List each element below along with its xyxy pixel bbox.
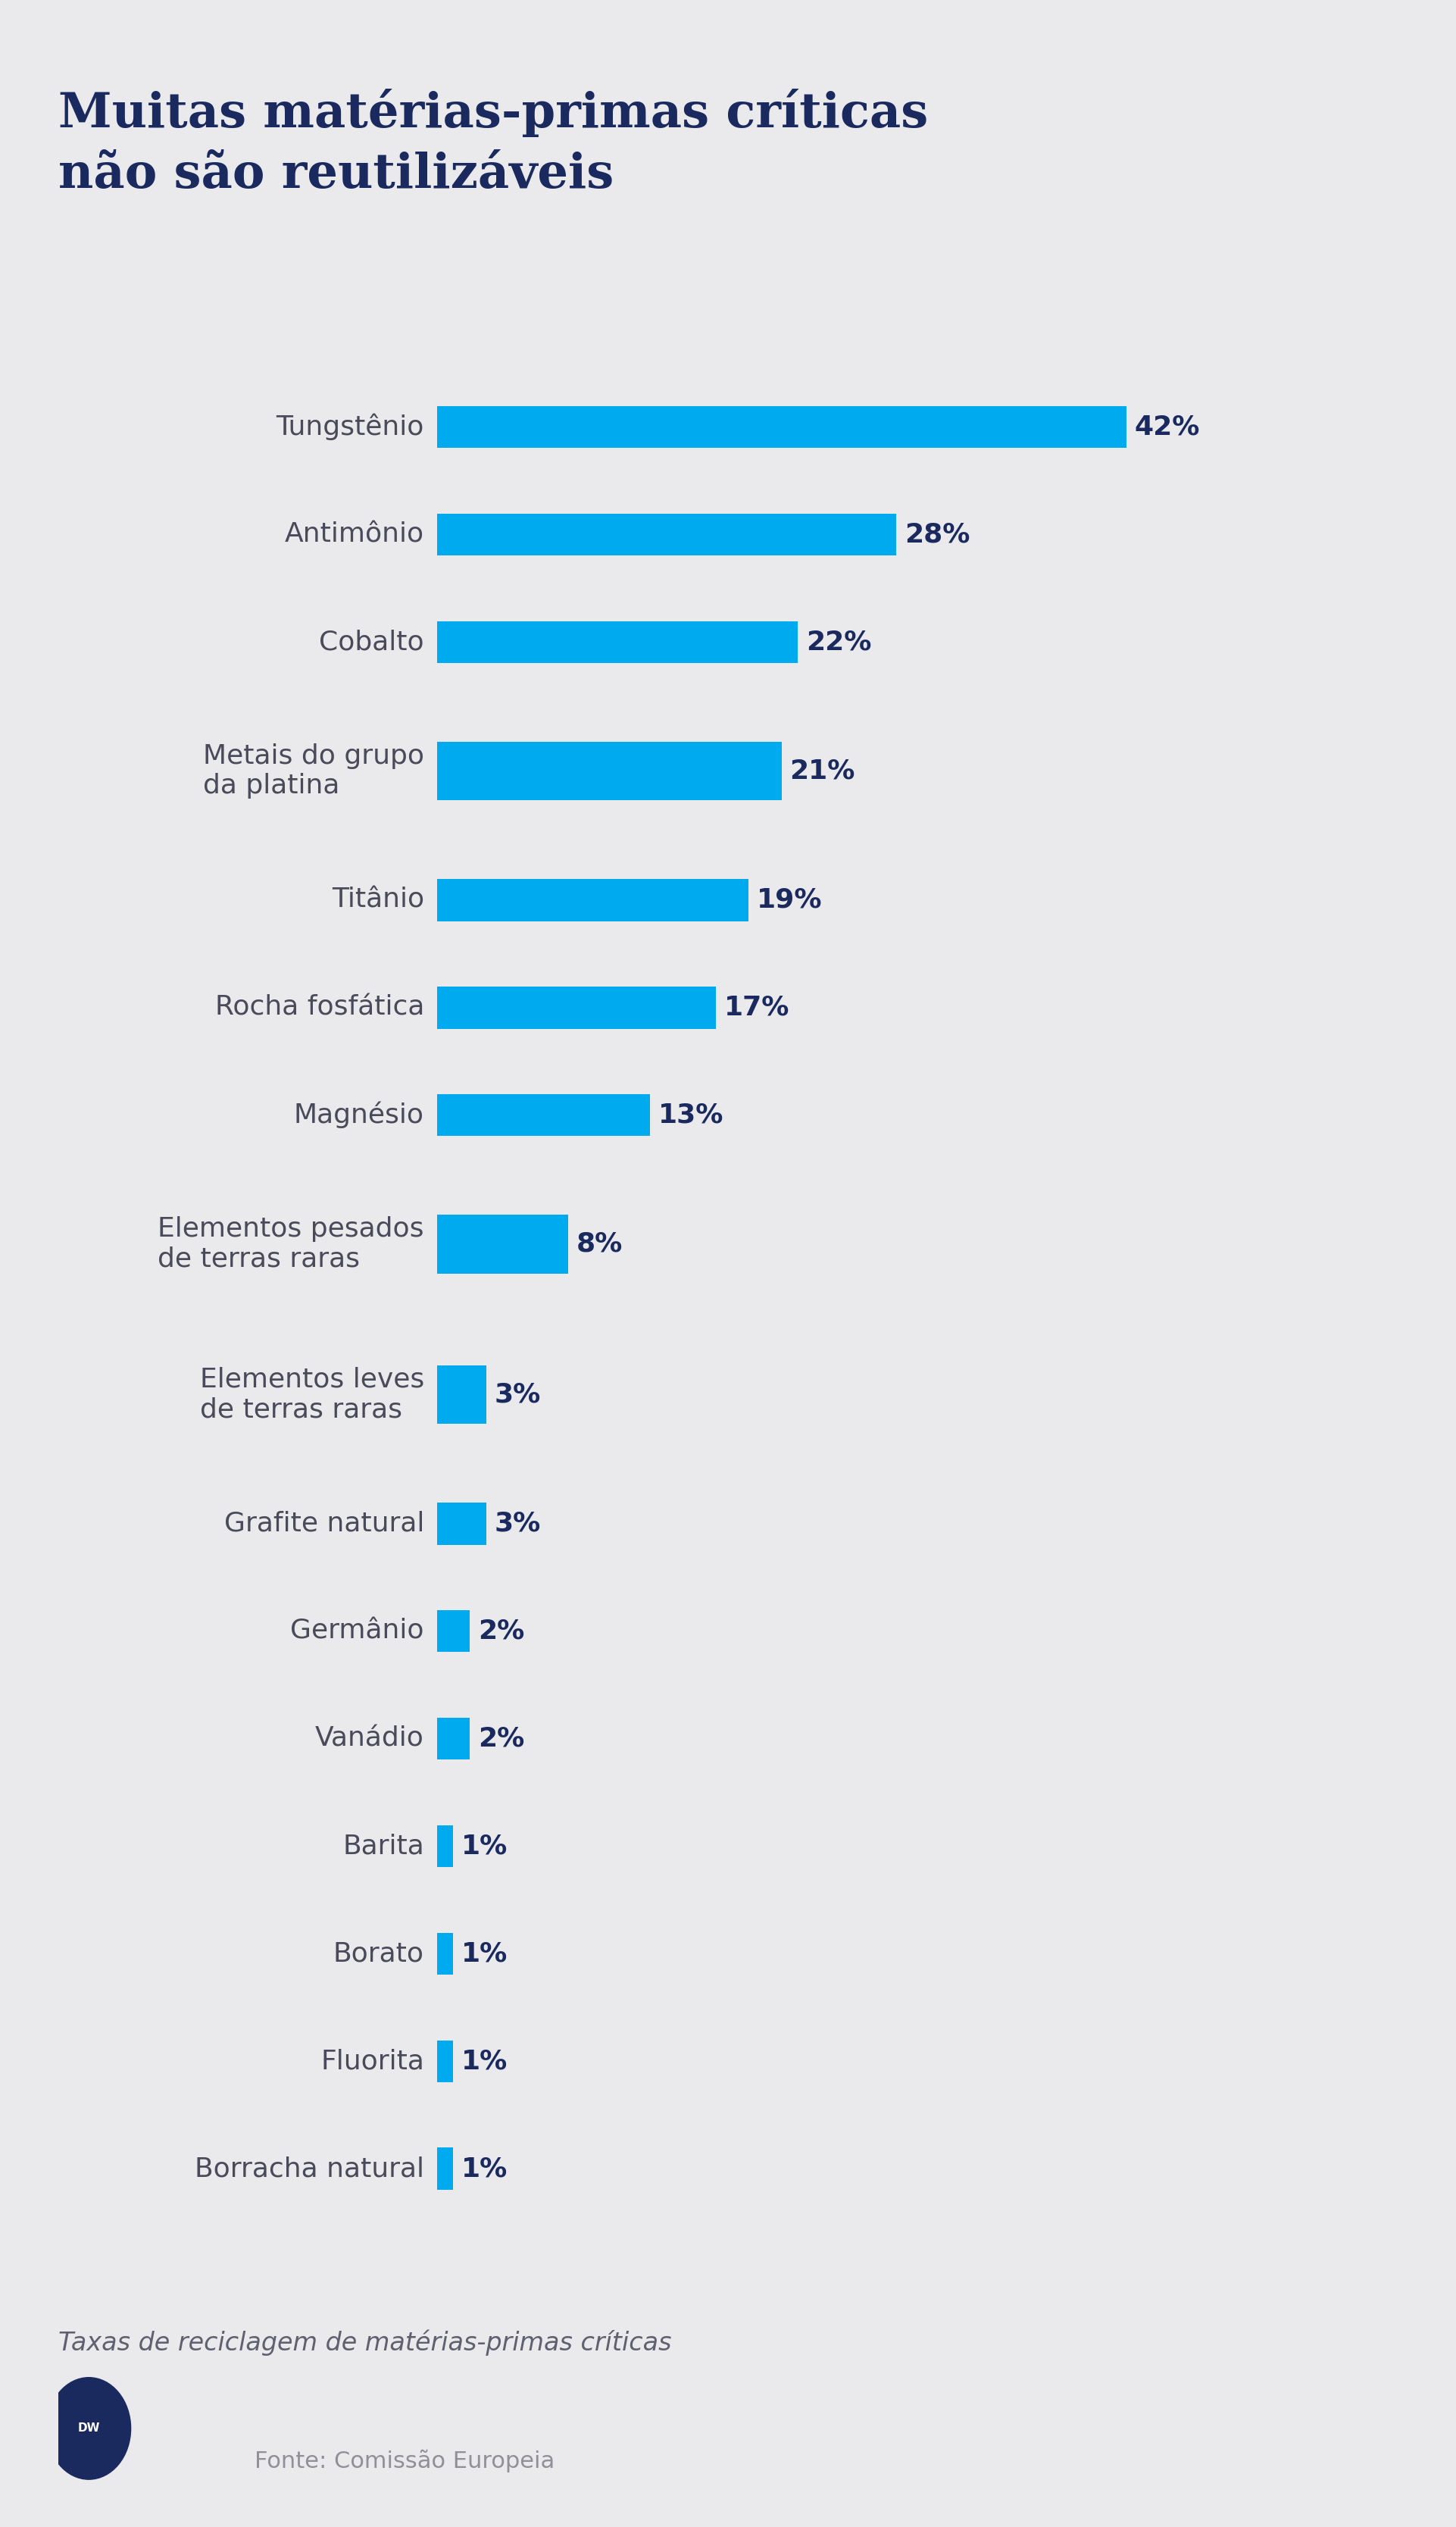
Text: 19%: 19% [757, 887, 823, 912]
Bar [437, 1215, 568, 1274]
Text: 8%: 8% [577, 1231, 623, 1256]
Bar [437, 2148, 453, 2191]
Text: 1%: 1% [462, 2049, 508, 2075]
Text: 22%: 22% [807, 629, 872, 654]
Text: DW: DW [77, 2423, 100, 2434]
Bar [437, 1094, 651, 1137]
Text: 42%: 42% [1134, 414, 1200, 440]
Text: 3%: 3% [494, 1382, 540, 1408]
Bar [437, 407, 1125, 447]
Text: 3%: 3% [494, 1511, 540, 1536]
Text: Taxas de reciclagem de matérias-primas críticas: Taxas de reciclagem de matérias-primas c… [58, 2330, 671, 2355]
Bar [437, 1365, 486, 1425]
Text: 2%: 2% [478, 1726, 524, 1751]
Bar [437, 743, 782, 801]
Text: 28%: 28% [904, 521, 970, 548]
Text: 1%: 1% [462, 1941, 508, 1966]
Text: 1%: 1% [462, 1832, 508, 1860]
Text: 21%: 21% [789, 758, 855, 783]
Text: 2%: 2% [478, 1617, 524, 1645]
Bar [437, 1610, 470, 1653]
Bar [437, 986, 716, 1028]
Text: Fonte: Comissão Europeia: Fonte: Comissão Europeia [255, 2449, 555, 2474]
Bar [437, 2039, 453, 2082]
Bar [437, 1718, 470, 1759]
Text: 17%: 17% [724, 996, 789, 1021]
Bar [437, 879, 748, 922]
Text: não são reutilizáveis: não são reutilizáveis [58, 152, 614, 197]
Text: 1%: 1% [462, 2156, 508, 2181]
Bar [437, 1824, 453, 1867]
Bar [437, 622, 798, 662]
Circle shape [47, 2378, 131, 2479]
Text: 13%: 13% [658, 1102, 724, 1127]
Bar [437, 513, 897, 556]
Bar [437, 1933, 453, 1974]
Text: Muitas matérias-primas críticas: Muitas matérias-primas críticas [58, 88, 927, 136]
Bar [437, 1504, 486, 1544]
